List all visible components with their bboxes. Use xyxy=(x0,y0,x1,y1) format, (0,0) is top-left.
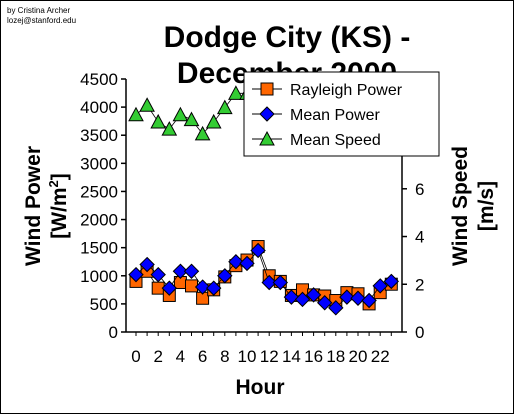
right-y-tick-label: 0 xyxy=(415,323,424,342)
credit-line-2: lozej@stanford.edu xyxy=(7,16,76,25)
data-point-diamond xyxy=(272,274,289,291)
data-point-diamond xyxy=(361,292,377,309)
x-tick-label: 12 xyxy=(260,347,279,366)
legend: Rayleigh Power Mean Power Mean Speed xyxy=(243,71,440,157)
data-point-diamond xyxy=(239,255,255,272)
data-point-triangle xyxy=(161,121,178,136)
left-y-tick-label: 500 xyxy=(90,295,118,314)
right-y-tick-label: 2 xyxy=(415,275,424,294)
data-point-diamond xyxy=(161,280,178,296)
x-tick-label: 14 xyxy=(282,347,301,366)
left-y-tick-label: 1000 xyxy=(80,267,118,286)
x-tick-label: 6 xyxy=(198,347,207,366)
legend-label: Rayleigh Power xyxy=(290,82,403,99)
left-y-tick-label: 0 xyxy=(109,323,118,342)
data-point-triangle xyxy=(128,106,144,122)
data-point-diamond xyxy=(183,263,200,279)
x-tick-label: 22 xyxy=(371,347,390,366)
data-point-triangle xyxy=(139,97,155,112)
data-point-diamond xyxy=(150,266,166,283)
data-point-square xyxy=(185,279,198,293)
right-y-axis-label-unit: [m/s] xyxy=(475,181,498,231)
data-point-diamond xyxy=(205,280,222,296)
left-y-tick-label: 3000 xyxy=(80,154,118,173)
legend-marker-square xyxy=(260,82,274,96)
data-point-diamond xyxy=(283,289,300,305)
left-y-unit-base: [W/m xyxy=(48,187,71,238)
data-point-diamond xyxy=(339,289,355,305)
left-y-tick-label: 2000 xyxy=(80,211,118,230)
data-point-diamond xyxy=(261,274,277,291)
x-tick-label: 0 xyxy=(131,347,140,366)
data-point-diamond xyxy=(328,300,344,316)
data-point-diamond xyxy=(128,266,144,283)
x-axis-label: Hour xyxy=(236,376,285,399)
left-y-unit-sup: 2 xyxy=(46,180,61,187)
data-point-diamond xyxy=(316,295,333,311)
data-point-triangle xyxy=(150,113,167,129)
data-point-triangle xyxy=(183,111,200,127)
left-y-axis-label-unit: [W/m2] xyxy=(46,173,71,239)
data-point-diamond xyxy=(228,254,244,270)
left-y-ticks: 0 500 1000 1500 2000 2500 3000 3500 4000 4500 xyxy=(80,70,126,342)
legend-label: Mean Speed xyxy=(290,132,381,149)
x-tick-label: 2 xyxy=(153,347,162,366)
data-point-diamond xyxy=(194,279,211,295)
legend-marker-diamond xyxy=(259,106,275,122)
left-y-tick-label: 4500 xyxy=(80,70,118,89)
data-point-triangle xyxy=(172,106,189,122)
x-tick-label: 20 xyxy=(349,347,368,366)
data-point-triangle xyxy=(216,99,233,115)
chart-title-line-1: Dodge City (KS) - xyxy=(164,21,411,54)
legend-label: Mean Power xyxy=(290,107,380,124)
data-point-diamond xyxy=(139,256,155,273)
x-tick-label: 18 xyxy=(326,347,345,366)
right-y-axis-label-main: Wind Speed xyxy=(449,146,472,266)
legend-marker-triangle xyxy=(259,130,275,146)
left-y-tick-label: 3500 xyxy=(80,126,118,145)
x-tick-label: 16 xyxy=(304,347,323,366)
left-y-tick-label: 1500 xyxy=(80,239,118,258)
data-point-diamond xyxy=(305,287,322,303)
credit-line-1: by Cristina Archer xyxy=(7,6,70,15)
data-point-diamond xyxy=(217,268,233,284)
data-point-diamond xyxy=(294,291,311,308)
x-tick-label: 4 xyxy=(176,347,185,366)
data-point-diamond xyxy=(250,242,266,259)
x-ticks: 0 2 4 6 8 10 12 14 16 18 20 22 xyxy=(131,332,392,366)
left-y-tick-label: 4000 xyxy=(80,98,118,117)
data-point-diamond xyxy=(372,278,388,294)
data-point-diamond xyxy=(350,290,366,306)
data-point-triangle xyxy=(194,125,211,141)
data-point-diamond xyxy=(172,263,189,279)
x-tick-label: 10 xyxy=(238,347,257,366)
data-point-diamond xyxy=(383,273,400,290)
data-point-triangle xyxy=(205,113,222,129)
x-tick-label: 8 xyxy=(220,347,229,366)
series-mean-power xyxy=(128,242,400,316)
right-y-tick-label: 6 xyxy=(415,180,424,199)
left-y-tick-label: 2500 xyxy=(80,182,118,201)
left-y-unit-end: ] xyxy=(48,173,71,180)
right-y-tick-label: 4 xyxy=(415,228,424,247)
data-point-triangle xyxy=(228,85,244,100)
left-y-axis-label-main: Wind Power xyxy=(22,146,45,266)
